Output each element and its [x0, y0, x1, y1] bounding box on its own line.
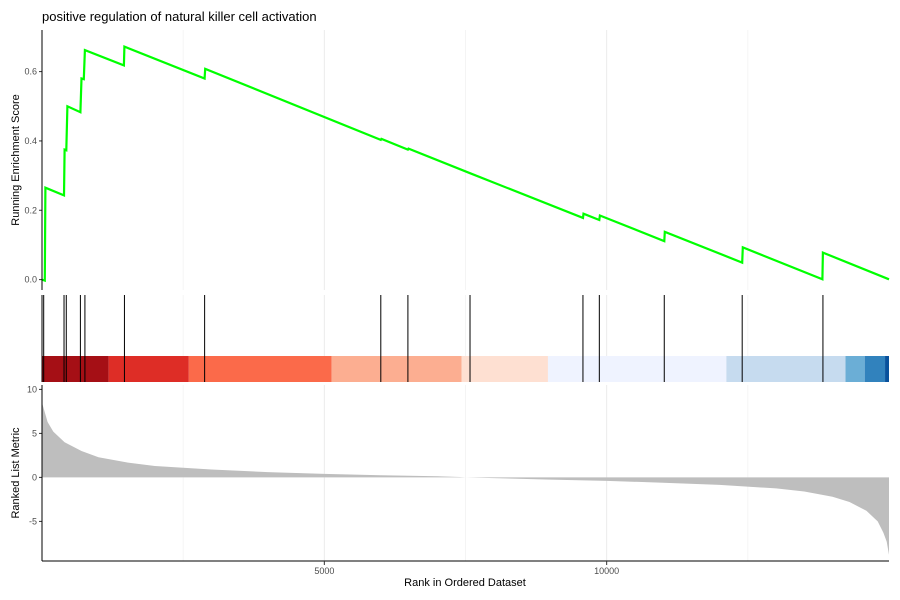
x-tick-label: 10000 — [594, 566, 619, 576]
y-tick-label: 10 — [27, 384, 37, 394]
color-band — [845, 356, 865, 382]
y-tick-label: 0.4 — [24, 136, 37, 146]
ranked-y-ticks: 10 5 0 -5 — [27, 384, 42, 526]
color-band — [864, 356, 886, 382]
ranked-metric-panel: 10 5 0 -5 5000 10000 Ranked List Metric Rank… — [10, 384, 889, 589]
y-tick-label: 0.0 — [24, 275, 37, 285]
y-tick-label: 0.6 — [24, 67, 37, 77]
ranked-metric-area — [42, 402, 889, 555]
color-band — [331, 356, 462, 382]
color-band — [885, 356, 889, 382]
y-tick-label: -5 — [29, 516, 37, 526]
hits-panel — [41, 295, 889, 382]
enrichment-y-ticks: 0.0 0.2 0.4 0.6 — [24, 67, 42, 285]
x-axis-title: Rank in Ordered Dataset — [404, 577, 526, 589]
ranked-y-axis-title: Ranked List Metric — [10, 427, 22, 519]
color-band — [42, 356, 109, 382]
running-enrichment-line — [41, 44, 890, 283]
color-band — [547, 356, 727, 382]
color-band — [461, 356, 548, 382]
y-tick-label: 0.2 — [24, 205, 37, 215]
rank-color-bar — [42, 356, 889, 382]
gene-hit-lines — [43, 295, 824, 382]
color-band — [726, 356, 846, 382]
y-tick-label: 5 — [32, 428, 37, 438]
color-band — [188, 356, 332, 382]
enrichment-panel: 0.0 0.2 0.4 0.6 Running Enrichment Score — [10, 30, 890, 290]
x-axis-ticks: 5000 10000 — [314, 561, 619, 576]
chart-title: positive regulation of natural killer ce… — [42, 9, 317, 24]
color-band — [108, 356, 189, 382]
y-tick-label: 0 — [32, 472, 37, 482]
enrichment-y-axis-title: Running Enrichment Score — [10, 94, 22, 225]
x-tick-label: 5000 — [314, 566, 334, 576]
enrichment-gridlines — [182, 30, 749, 290]
